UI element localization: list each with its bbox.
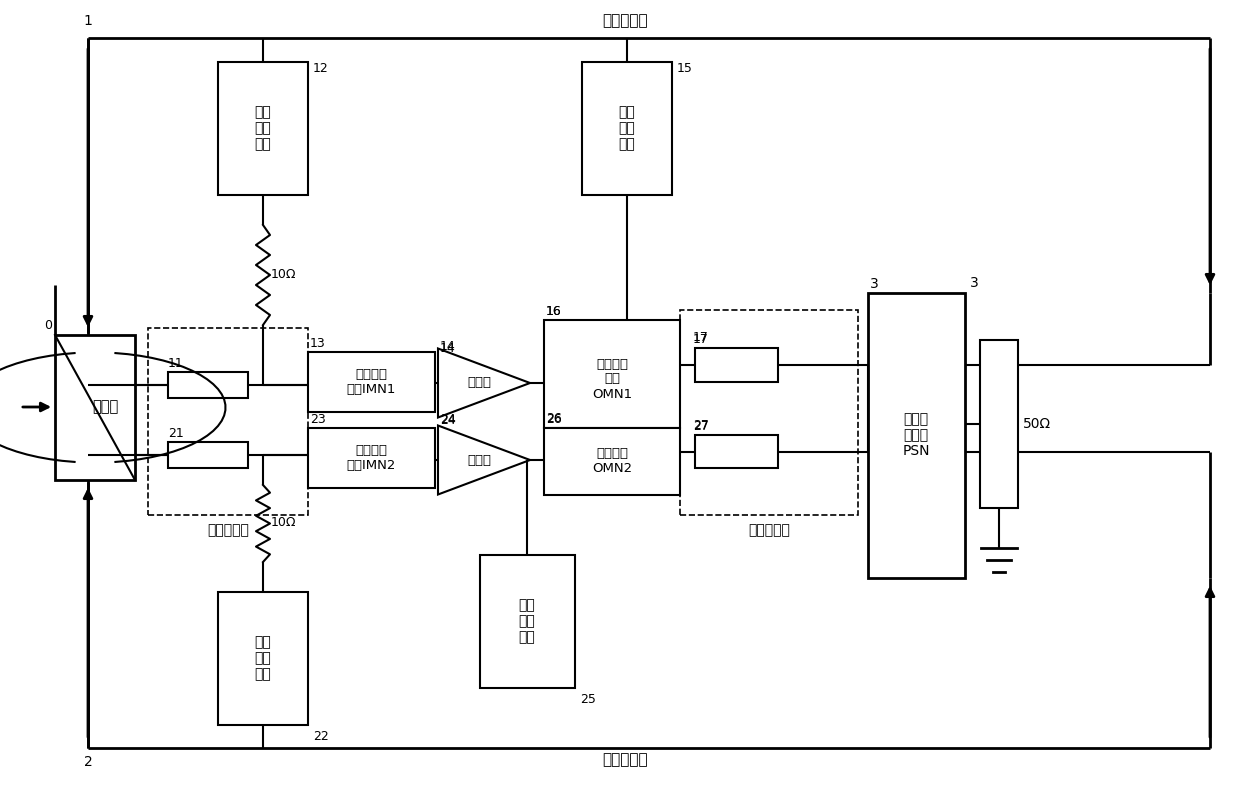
- Text: 26: 26: [546, 412, 562, 425]
- Bar: [680, 310, 858, 515]
- Text: 栅极
偏置
网络: 栅极 偏置 网络: [254, 105, 272, 152]
- Text: 15: 15: [677, 62, 693, 75]
- Text: 功率合
成网络
PSN: 功率合 成网络 PSN: [903, 412, 930, 458]
- Text: 3: 3: [970, 276, 978, 290]
- Text: 11: 11: [167, 357, 184, 370]
- Text: 14: 14: [440, 342, 456, 355]
- Bar: [694, 348, 777, 382]
- Text: 3: 3: [870, 277, 879, 291]
- Text: 26: 26: [546, 413, 562, 426]
- Text: 2: 2: [83, 755, 92, 769]
- Text: 漏极
偏置
网络: 漏极 偏置 网络: [518, 598, 536, 644]
- Text: 功分器: 功分器: [92, 400, 118, 414]
- Bar: [544, 320, 680, 428]
- Bar: [980, 340, 1018, 508]
- Text: 10Ω: 10Ω: [272, 516, 296, 528]
- Text: 14: 14: [440, 340, 456, 353]
- Text: 0: 0: [43, 319, 52, 332]
- Bar: [308, 352, 435, 412]
- Text: 辅功放支路: 辅功放支路: [603, 752, 647, 767]
- Bar: [480, 555, 575, 688]
- Text: 输出匹配
OMN2: 输出匹配 OMN2: [591, 447, 632, 475]
- Text: 输入偏移线: 输入偏移线: [207, 523, 249, 537]
- Text: 输入匹配
网络IMN2: 输入匹配 网络IMN2: [346, 444, 396, 472]
- Bar: [868, 293, 965, 578]
- Text: 漏极
偏置
网络: 漏极 偏置 网络: [619, 105, 635, 152]
- Text: 1: 1: [83, 14, 93, 28]
- Bar: [148, 328, 308, 515]
- Text: 17: 17: [693, 333, 709, 346]
- Bar: [544, 428, 680, 495]
- Text: 17: 17: [693, 331, 709, 344]
- Text: 27: 27: [693, 419, 709, 432]
- Bar: [167, 442, 248, 468]
- Bar: [55, 335, 135, 480]
- Text: 16: 16: [546, 305, 562, 318]
- Text: 22: 22: [312, 730, 329, 743]
- Text: 23: 23: [310, 413, 326, 426]
- Bar: [167, 372, 248, 398]
- Bar: [308, 428, 435, 488]
- Text: 16: 16: [546, 305, 562, 318]
- Bar: [582, 62, 672, 195]
- Text: 27: 27: [693, 420, 709, 433]
- Text: 输入匹配
网络IMN1: 输入匹配 网络IMN1: [346, 368, 396, 396]
- Text: 主功放支路: 主功放支路: [603, 13, 647, 28]
- Text: 25: 25: [580, 693, 596, 706]
- Text: 主功放: 主功放: [467, 377, 491, 389]
- Bar: [218, 592, 308, 725]
- Text: 50Ω: 50Ω: [1023, 417, 1052, 431]
- Text: 栅极
偏置
网络: 栅极 偏置 网络: [254, 635, 272, 681]
- Text: 10Ω: 10Ω: [272, 268, 296, 282]
- Text: 12: 12: [312, 62, 329, 75]
- Text: 13: 13: [310, 337, 326, 350]
- Text: 24: 24: [440, 414, 456, 427]
- Bar: [694, 435, 777, 468]
- Text: 21: 21: [167, 427, 184, 440]
- Text: 24: 24: [440, 413, 456, 426]
- Bar: [218, 62, 308, 195]
- Text: 输出偏移线: 输出偏移线: [748, 523, 790, 537]
- Text: 输出匹配
网络
OMN1: 输出匹配 网络 OMN1: [591, 357, 632, 400]
- Text: 辅功放: 辅功放: [467, 454, 491, 466]
